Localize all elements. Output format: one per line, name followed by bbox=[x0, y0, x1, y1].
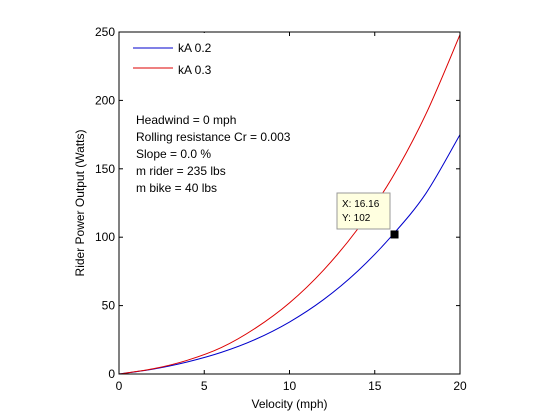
y-tick-label: 50 bbox=[102, 299, 116, 313]
datatip-box bbox=[336, 192, 391, 230]
x-tick-label: 15 bbox=[368, 379, 382, 393]
datatip-marker[interactable] bbox=[390, 230, 399, 239]
parameter-annotations: Headwind = 0 mph Rolling resistance Cr =… bbox=[136, 113, 291, 195]
annotation-slope: Slope = 0.0 % bbox=[136, 147, 211, 161]
datatip-y-label: Y: 102 bbox=[342, 213, 371, 224]
y-tick-label: 250 bbox=[95, 25, 115, 39]
annotation-headwind: Headwind = 0 mph bbox=[136, 113, 236, 127]
x-tick-label: 20 bbox=[453, 379, 467, 393]
x-tick-label: 5 bbox=[201, 379, 208, 393]
series-line-ka-0-2 bbox=[118, 134, 461, 375]
series-layer bbox=[118, 34, 461, 375]
x-tick-label: 0 bbox=[116, 379, 123, 393]
legend-label-ka-0-3: kA 0.3 bbox=[178, 63, 212, 77]
datatip-x-label: X: 16.16 bbox=[342, 199, 380, 210]
x-axis-ticks: 0 5 10 15 20 bbox=[116, 32, 467, 393]
y-tick-label: 0 bbox=[108, 367, 115, 381]
plot-area bbox=[119, 32, 460, 374]
x-tick-label: 10 bbox=[283, 379, 297, 393]
x-axis-label: Velocity (mph) bbox=[251, 397, 327, 411]
series-line-ka-0-3 bbox=[118, 34, 461, 375]
legend-box bbox=[120, 33, 224, 81]
annotation-bike-mass: m bike = 40 lbs bbox=[136, 181, 217, 195]
legend-label-ka-0-2: kA 0.2 bbox=[178, 41, 212, 55]
annotation-rider-mass: m rider = 235 lbs bbox=[136, 164, 226, 178]
y-tick-label: 200 bbox=[95, 93, 115, 107]
annotation-rolling-resistance: Rolling resistance Cr = 0.003 bbox=[136, 130, 291, 144]
y-tick-label: 150 bbox=[95, 162, 115, 176]
datatip[interactable]: X: 16.16 Y: 102 bbox=[336, 192, 399, 239]
y-axis-label: Rider Power Output (Watts) bbox=[73, 130, 87, 277]
y-axis-ticks: 0 50 100 150 200 250 bbox=[95, 25, 460, 381]
legend: kA 0.2 kA 0.3 bbox=[120, 33, 224, 81]
y-tick-label: 100 bbox=[95, 230, 115, 244]
